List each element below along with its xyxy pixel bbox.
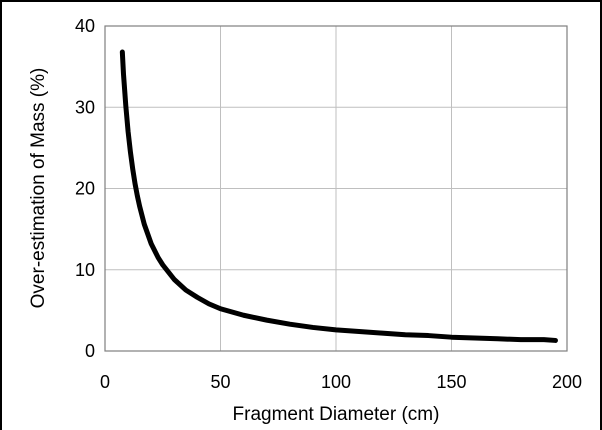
- y-tick-label: 20: [75, 179, 95, 199]
- x-tick-labels: 0 50 100 150 200: [100, 372, 582, 392]
- x-tick-label: 100: [321, 372, 351, 392]
- grid-lines: [105, 26, 567, 351]
- y-tick-label: 0: [85, 341, 95, 361]
- series-line: [119, 49, 558, 343]
- x-tick-label: 50: [210, 372, 230, 392]
- series-group: [119, 49, 558, 343]
- x-tick-label: 0: [100, 372, 110, 392]
- x-tick-label: 150: [436, 372, 466, 392]
- y-tick-labels: 0 10 20 30 40: [75, 16, 95, 361]
- y-tick-label: 40: [75, 16, 95, 36]
- y-tick-label: 10: [75, 260, 95, 280]
- plot-area-border: [104, 25, 568, 352]
- x-axis-title: Fragment Diameter (cm): [233, 404, 440, 425]
- y-tick-label: 30: [75, 97, 95, 117]
- x-tick-label: 200: [552, 372, 582, 392]
- y-axis-title: Over-estimation of Mass (%): [28, 68, 49, 309]
